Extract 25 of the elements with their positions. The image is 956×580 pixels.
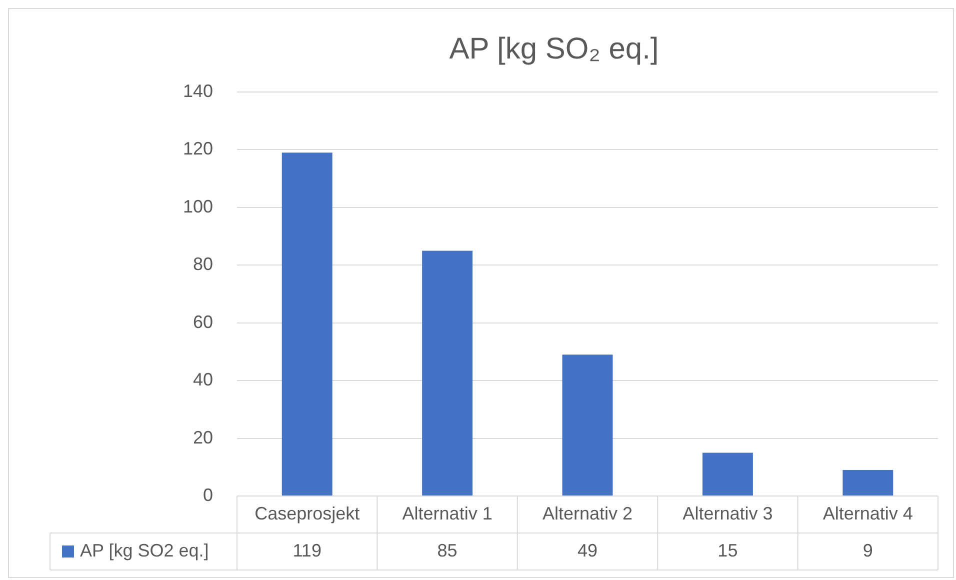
data-label: 85 xyxy=(437,540,458,560)
y-tick-label: 80 xyxy=(192,254,213,274)
x-tick-label: Alternativ 3 xyxy=(682,503,773,524)
bar xyxy=(422,250,473,496)
data-label: 15 xyxy=(718,540,738,560)
y-tick-label: 100 xyxy=(182,196,213,216)
y-tick-label: 120 xyxy=(182,138,213,159)
chart-title: AP [kg SO₂ eq.] xyxy=(449,32,659,66)
bar xyxy=(562,354,613,496)
x-tick-label: Alternativ 4 xyxy=(822,503,913,524)
x-tick-label: Alternativ 2 xyxy=(542,503,633,524)
y-tick-label: 60 xyxy=(192,312,213,332)
y-tick-label: 0 xyxy=(202,484,213,505)
x-tick-label: Caseprosjekt xyxy=(254,503,360,524)
data-label: 119 xyxy=(292,540,322,560)
x-tick-label: Alternativ 1 xyxy=(402,503,492,524)
bar xyxy=(702,452,753,496)
y-tick-label: 20 xyxy=(192,427,213,448)
bar xyxy=(282,152,332,496)
legend-label: AP [kg SO2 eq.] xyxy=(80,540,209,560)
y-tick-label: 40 xyxy=(192,370,213,390)
bar xyxy=(842,470,894,496)
data-label: 9 xyxy=(862,540,873,560)
y-tick-label: 140 xyxy=(182,80,213,101)
data-label: 49 xyxy=(577,540,598,560)
